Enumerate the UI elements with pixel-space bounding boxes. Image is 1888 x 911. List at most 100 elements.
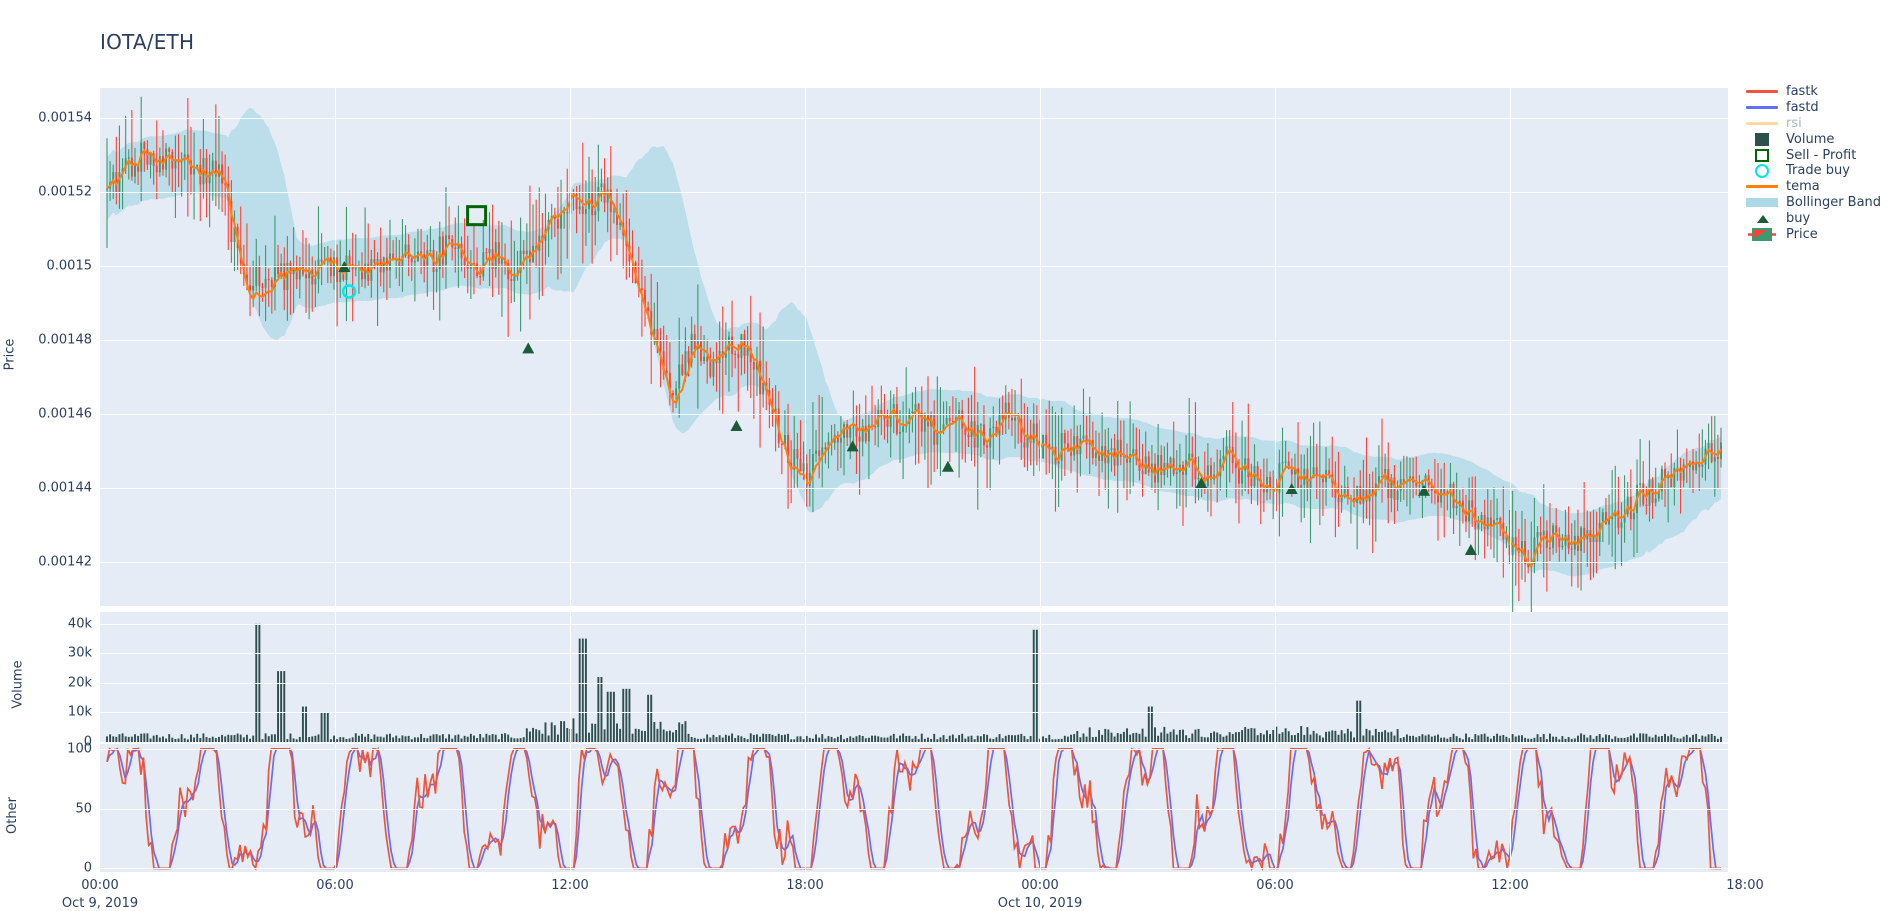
price-y-axis-ticks: 0.00154 0.00152 0.0015 0.00148 0.00146 0.0014… xyxy=(0,88,100,606)
gridline-horizontal xyxy=(100,868,1728,869)
volume-y-tick: 10k xyxy=(67,704,92,720)
x-tick-time: 06:00 xyxy=(316,878,354,893)
gridline-horizontal xyxy=(100,712,1728,713)
line-icon xyxy=(1745,179,1779,194)
gridline-vertical xyxy=(1275,744,1276,872)
tema-line xyxy=(106,149,1722,568)
legend-item-price[interactable]: Price xyxy=(1745,226,1888,242)
legend-item-fastd[interactable]: fastd xyxy=(1745,100,1888,116)
fastd-line xyxy=(106,746,1721,870)
x-tick-time: 12:00 xyxy=(1491,878,1529,893)
gridline-horizontal xyxy=(100,414,1728,415)
volume-plot-svg xyxy=(106,623,1722,742)
gridline-vertical xyxy=(570,88,571,606)
x-tick-time: 00:00 xyxy=(81,878,119,893)
legend-item-bollinger-band[interactable]: Bollinger Band xyxy=(1745,195,1888,211)
trade-buy-marker xyxy=(341,284,357,299)
gridline-horizontal xyxy=(100,266,1728,267)
volume-y-tick: 40k xyxy=(67,616,92,632)
price-y-tick: 0.00142 xyxy=(38,554,92,570)
price-axis-title: Price xyxy=(2,338,18,371)
x-axis-tick: 18:00 xyxy=(786,878,823,893)
other-y-tick: 100 xyxy=(67,741,92,757)
gridline-horizontal xyxy=(100,683,1728,684)
x-tick-time: 06:00 xyxy=(1256,878,1294,893)
other-y-tick: 0 xyxy=(83,860,92,876)
price-y-tick: 0.00154 xyxy=(38,110,92,126)
gridline-vertical xyxy=(805,88,806,606)
gridline-horizontal xyxy=(100,749,1728,750)
x-axis-tick: 00:00 Oct 10, 2019 xyxy=(998,878,1083,911)
candlestick-icon xyxy=(1745,227,1779,242)
gridline-vertical xyxy=(1510,612,1511,742)
legend-label: Price xyxy=(1786,226,1818,242)
x-tick-time: 18:00 xyxy=(1726,878,1764,893)
x-axis-tick: 18:00 xyxy=(1726,878,1763,893)
gridline-horizontal xyxy=(100,192,1728,193)
gridline-vertical xyxy=(570,612,571,742)
legend-label: fastd xyxy=(1786,100,1819,116)
other-y-tick: 50 xyxy=(75,801,92,817)
gridline-vertical xyxy=(335,88,336,606)
gridline-horizontal xyxy=(100,624,1728,625)
page-title: IOTA/ETH xyxy=(100,30,195,54)
gridline-vertical xyxy=(1510,88,1511,606)
x-axis-tick: 06:00 xyxy=(316,878,353,893)
gridline-vertical xyxy=(805,744,806,872)
legend-item-trade-buy[interactable]: Trade buy xyxy=(1745,163,1888,179)
circle-open-icon xyxy=(1745,163,1779,179)
legend-item-fastk[interactable]: fastk xyxy=(1745,84,1888,100)
buy-marker xyxy=(730,420,743,432)
legend-item-buy[interactable]: buy xyxy=(1745,210,1888,226)
gridline-vertical xyxy=(1040,88,1041,606)
legend-item-sell-profit[interactable]: Sell - Profit xyxy=(1745,147,1888,163)
gridline-vertical xyxy=(1275,612,1276,742)
gridline-vertical xyxy=(1040,612,1041,742)
legend-label: buy xyxy=(1786,210,1811,226)
gridline-horizontal xyxy=(100,340,1728,341)
gridline-vertical xyxy=(335,744,336,872)
legend-label: Trade buy xyxy=(1786,163,1850,179)
gridline-vertical xyxy=(570,744,571,872)
legend-item-volume[interactable]: Volume xyxy=(1745,131,1888,147)
other-subplot xyxy=(100,744,1728,872)
candlestick-series xyxy=(106,96,1722,623)
legend-label: rsi xyxy=(1786,115,1802,131)
gridline-vertical xyxy=(805,612,806,742)
legend-label: Volume xyxy=(1786,131,1835,147)
gridline-horizontal xyxy=(100,118,1728,119)
price-plot-svg xyxy=(106,96,1722,623)
square-fill-icon xyxy=(1745,132,1779,147)
x-axis-tick: 12:00 xyxy=(551,878,588,893)
legend-item-tema[interactable]: tema xyxy=(1745,179,1888,195)
legend-label: tema xyxy=(1786,179,1820,195)
volume-axis-title: Volume xyxy=(10,660,26,709)
volume-y-tick: 0 xyxy=(83,734,92,750)
line-icon xyxy=(1745,116,1779,131)
gridline-horizontal xyxy=(100,653,1728,654)
price-y-tick: 0.00148 xyxy=(38,332,92,348)
x-axis-tick: 00:00 Oct 9, 2019 xyxy=(62,878,138,911)
gridline-horizontal xyxy=(100,742,1728,743)
other-plot-svg xyxy=(106,746,1721,872)
gridline-horizontal xyxy=(100,809,1728,810)
legend-item-rsi[interactable]: rsi xyxy=(1745,116,1888,132)
line-icon xyxy=(1745,100,1779,115)
gridline-horizontal xyxy=(100,488,1728,489)
chart-legend[interactable]: fastk fastd rsi Volume Sell - Profit Trade bu… xyxy=(1745,84,1888,242)
volume-y-tick: 20k xyxy=(67,675,92,691)
gridline-vertical xyxy=(1040,744,1041,872)
gridline-vertical xyxy=(1510,744,1511,872)
gridline-vertical xyxy=(1275,88,1276,606)
volume-bars xyxy=(106,623,1722,742)
square-open-icon xyxy=(1745,148,1779,163)
other-y-axis-ticks: 100 50 0 xyxy=(0,741,100,876)
buy-marker xyxy=(1195,477,1208,489)
gridline-vertical xyxy=(335,612,336,742)
x-tick-date: Oct 9, 2019 xyxy=(61,896,139,911)
legend-label: Bollinger Band xyxy=(1786,194,1882,210)
buy-marker xyxy=(1418,484,1431,496)
price-y-tick: 0.0015 xyxy=(46,258,93,274)
x-tick-time: 00:00 xyxy=(1021,878,1059,893)
